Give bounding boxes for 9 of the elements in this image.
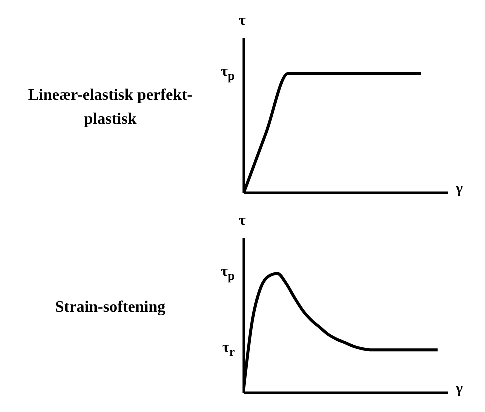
y-axis-title: τ (239, 213, 246, 230)
x-axis-title: γ (456, 381, 463, 398)
y-axis-title: τ (239, 13, 246, 30)
text: τ$_{p}$ (221, 264, 235, 284)
x-axis-title: γ (456, 181, 463, 198)
text: Strain-softening (54, 298, 167, 318)
text: τ$_{r}$ (222, 340, 235, 360)
text: τ$_{p}$ (221, 64, 235, 84)
text: Lineær-elastisk perfekt-plastisk (27, 86, 194, 130)
